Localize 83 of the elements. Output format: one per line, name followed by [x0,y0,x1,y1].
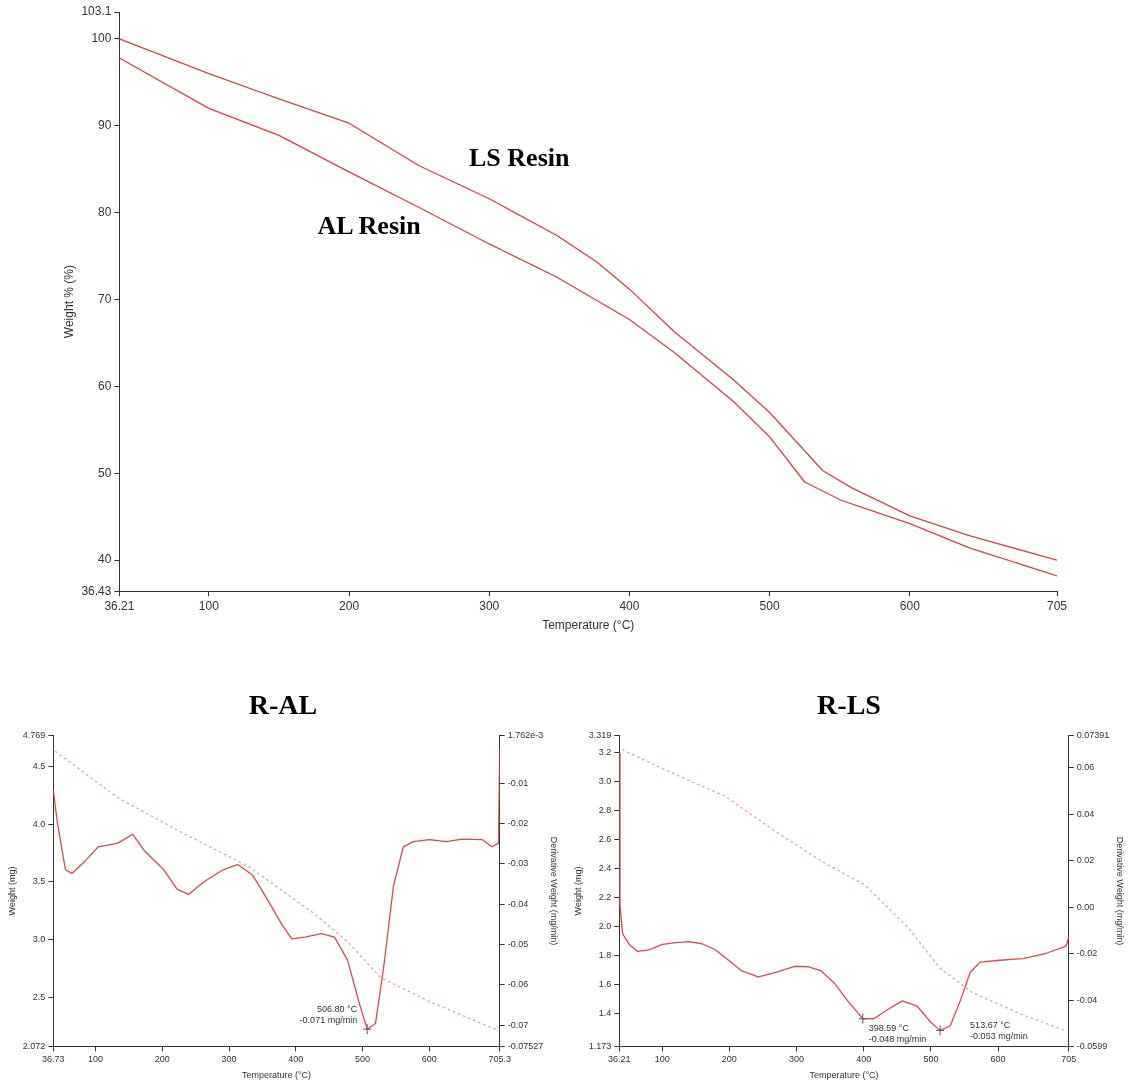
y-axis-title: Weight (mg) [572,866,583,916]
y2-axis-title: Derivative Weight (mg/min) [1115,836,1126,946]
x-axis-title: Temperature (°C) [809,1070,879,1081]
x-axis-title: Temperature (°C) [241,1070,312,1081]
y2-tick-label: -0.07527 [507,1040,544,1051]
y-tick-label: 3.0 [32,933,46,944]
annotation: 398.59 °C -0.048 mg/min [868,1022,927,1044]
x-tick-label: 400 [288,1054,304,1065]
y-tick-label: 4.769 [22,730,46,741]
x-tick-label: 100 [654,1054,670,1065]
x-tick-label: 500 [355,1054,371,1065]
x-tick-label: 300 [221,1054,237,1065]
y-tick-label: 2.5 [32,991,46,1002]
x-tick-label: 200 [721,1054,737,1065]
y-tick-label: 2.2 [598,892,612,903]
y-tick-label: 2.8 [598,805,612,816]
y-tick-label: 4.5 [32,761,46,772]
x-tick-label: 300 [479,598,500,613]
y-tick-label: 1.173 [588,1040,612,1051]
y-tick-label: 40 [98,552,112,567]
x-tick-label: 100 [198,598,220,613]
y-tick-label: 103.1 [81,4,112,19]
y2-tick-label: -0.04 [1076,994,1098,1005]
x-tick-label: 36.21 [608,1054,631,1065]
y-tick-label: 2.6 [598,834,612,845]
y2-axis-title: Derivative Weight (mg/min) [549,836,560,946]
y2-tick-label: -0.07 [507,1019,529,1030]
chart-title: R-AL [248,689,318,721]
y-tick-label: 3.319 [588,730,612,741]
y2-tick-label: -0.01 [507,777,529,788]
y-tick-label: 100 [91,31,112,46]
y2-tick-label: -0.02 [507,817,529,828]
y-tick-label: 3.5 [32,876,46,887]
x-tick-label: 600 [990,1054,1006,1065]
series-label: AL Resin [317,210,422,240]
series-label: LS Resin [469,142,570,172]
x-tick-label: 200 [154,1054,170,1065]
x-tick-label: 705 [1061,1054,1077,1065]
x-tick-label: 400 [856,1054,872,1065]
x-tick-label: 600 [421,1054,437,1065]
y-tick-label: 2.4 [598,863,612,874]
annotation: 513.67 °C -0.053 mg/min [970,1020,1028,1042]
y-tick-label: 70 [98,291,112,306]
y-tick-label: 3.0 [598,776,612,787]
y2-tick-label: 1.762e-3 [507,730,544,741]
y2-tick-label: -0.02 [1076,948,1098,959]
y-tick-label: 50 [98,465,112,480]
y-tick-label: 80 [98,205,112,219]
y2-tick-label: 0.06 [1076,762,1095,773]
x-tick-label: 705 [1046,598,1068,613]
y-tick-label: 36.43 [81,583,112,598]
y2-tick-label: 0.00 [1076,901,1095,912]
y-tick-label: 1.6 [598,979,612,990]
y2-tick-label: 0.02 [1076,855,1095,866]
y2-tick-label: -0.0599 [1076,1040,1108,1051]
x-tick-label: 36.73 [42,1054,65,1065]
y2-tick-label: -0.06 [507,979,529,990]
y-tick-label: 60 [98,378,112,393]
y-tick-label: 2.072 [22,1040,46,1051]
x-tick-label: 300 [789,1054,805,1065]
y-tick-label: 3.2 [598,747,612,758]
y2-tick-label: 0.04 [1076,808,1095,819]
x-tick-label: 500 [759,598,780,613]
x-tick-label: 500 [923,1054,939,1065]
x-axis-title: Temperature (°C) [542,618,635,633]
y-tick-label: 2.0 [598,921,612,932]
x-tick-label: 200 [339,598,360,613]
y-tick-label: 1.4 [598,1008,612,1019]
chart-title: R-LS [817,689,881,721]
y2-tick-label: -0.05 [507,938,529,949]
x-tick-label: 705.3 [488,1054,511,1065]
y2-tick-label: 0.07391 [1076,730,1110,741]
y2-tick-label: -0.04 [507,898,529,909]
annotation: 506.80 °C -0.071 mg/min [299,1004,358,1026]
x-tick-label: 400 [619,598,640,613]
x-tick-label: 36.21 [104,598,135,613]
y-axis-title: Weight (mg) [6,866,17,916]
y-axis-title: Weight % (%) [61,265,76,339]
y-tick-label: 1.8 [598,950,612,961]
y-tick-label: 4.0 [32,818,46,829]
x-tick-label: 600 [899,598,921,613]
y2-tick-label: -0.03 [507,858,529,869]
y-tick-label: 90 [98,118,112,133]
